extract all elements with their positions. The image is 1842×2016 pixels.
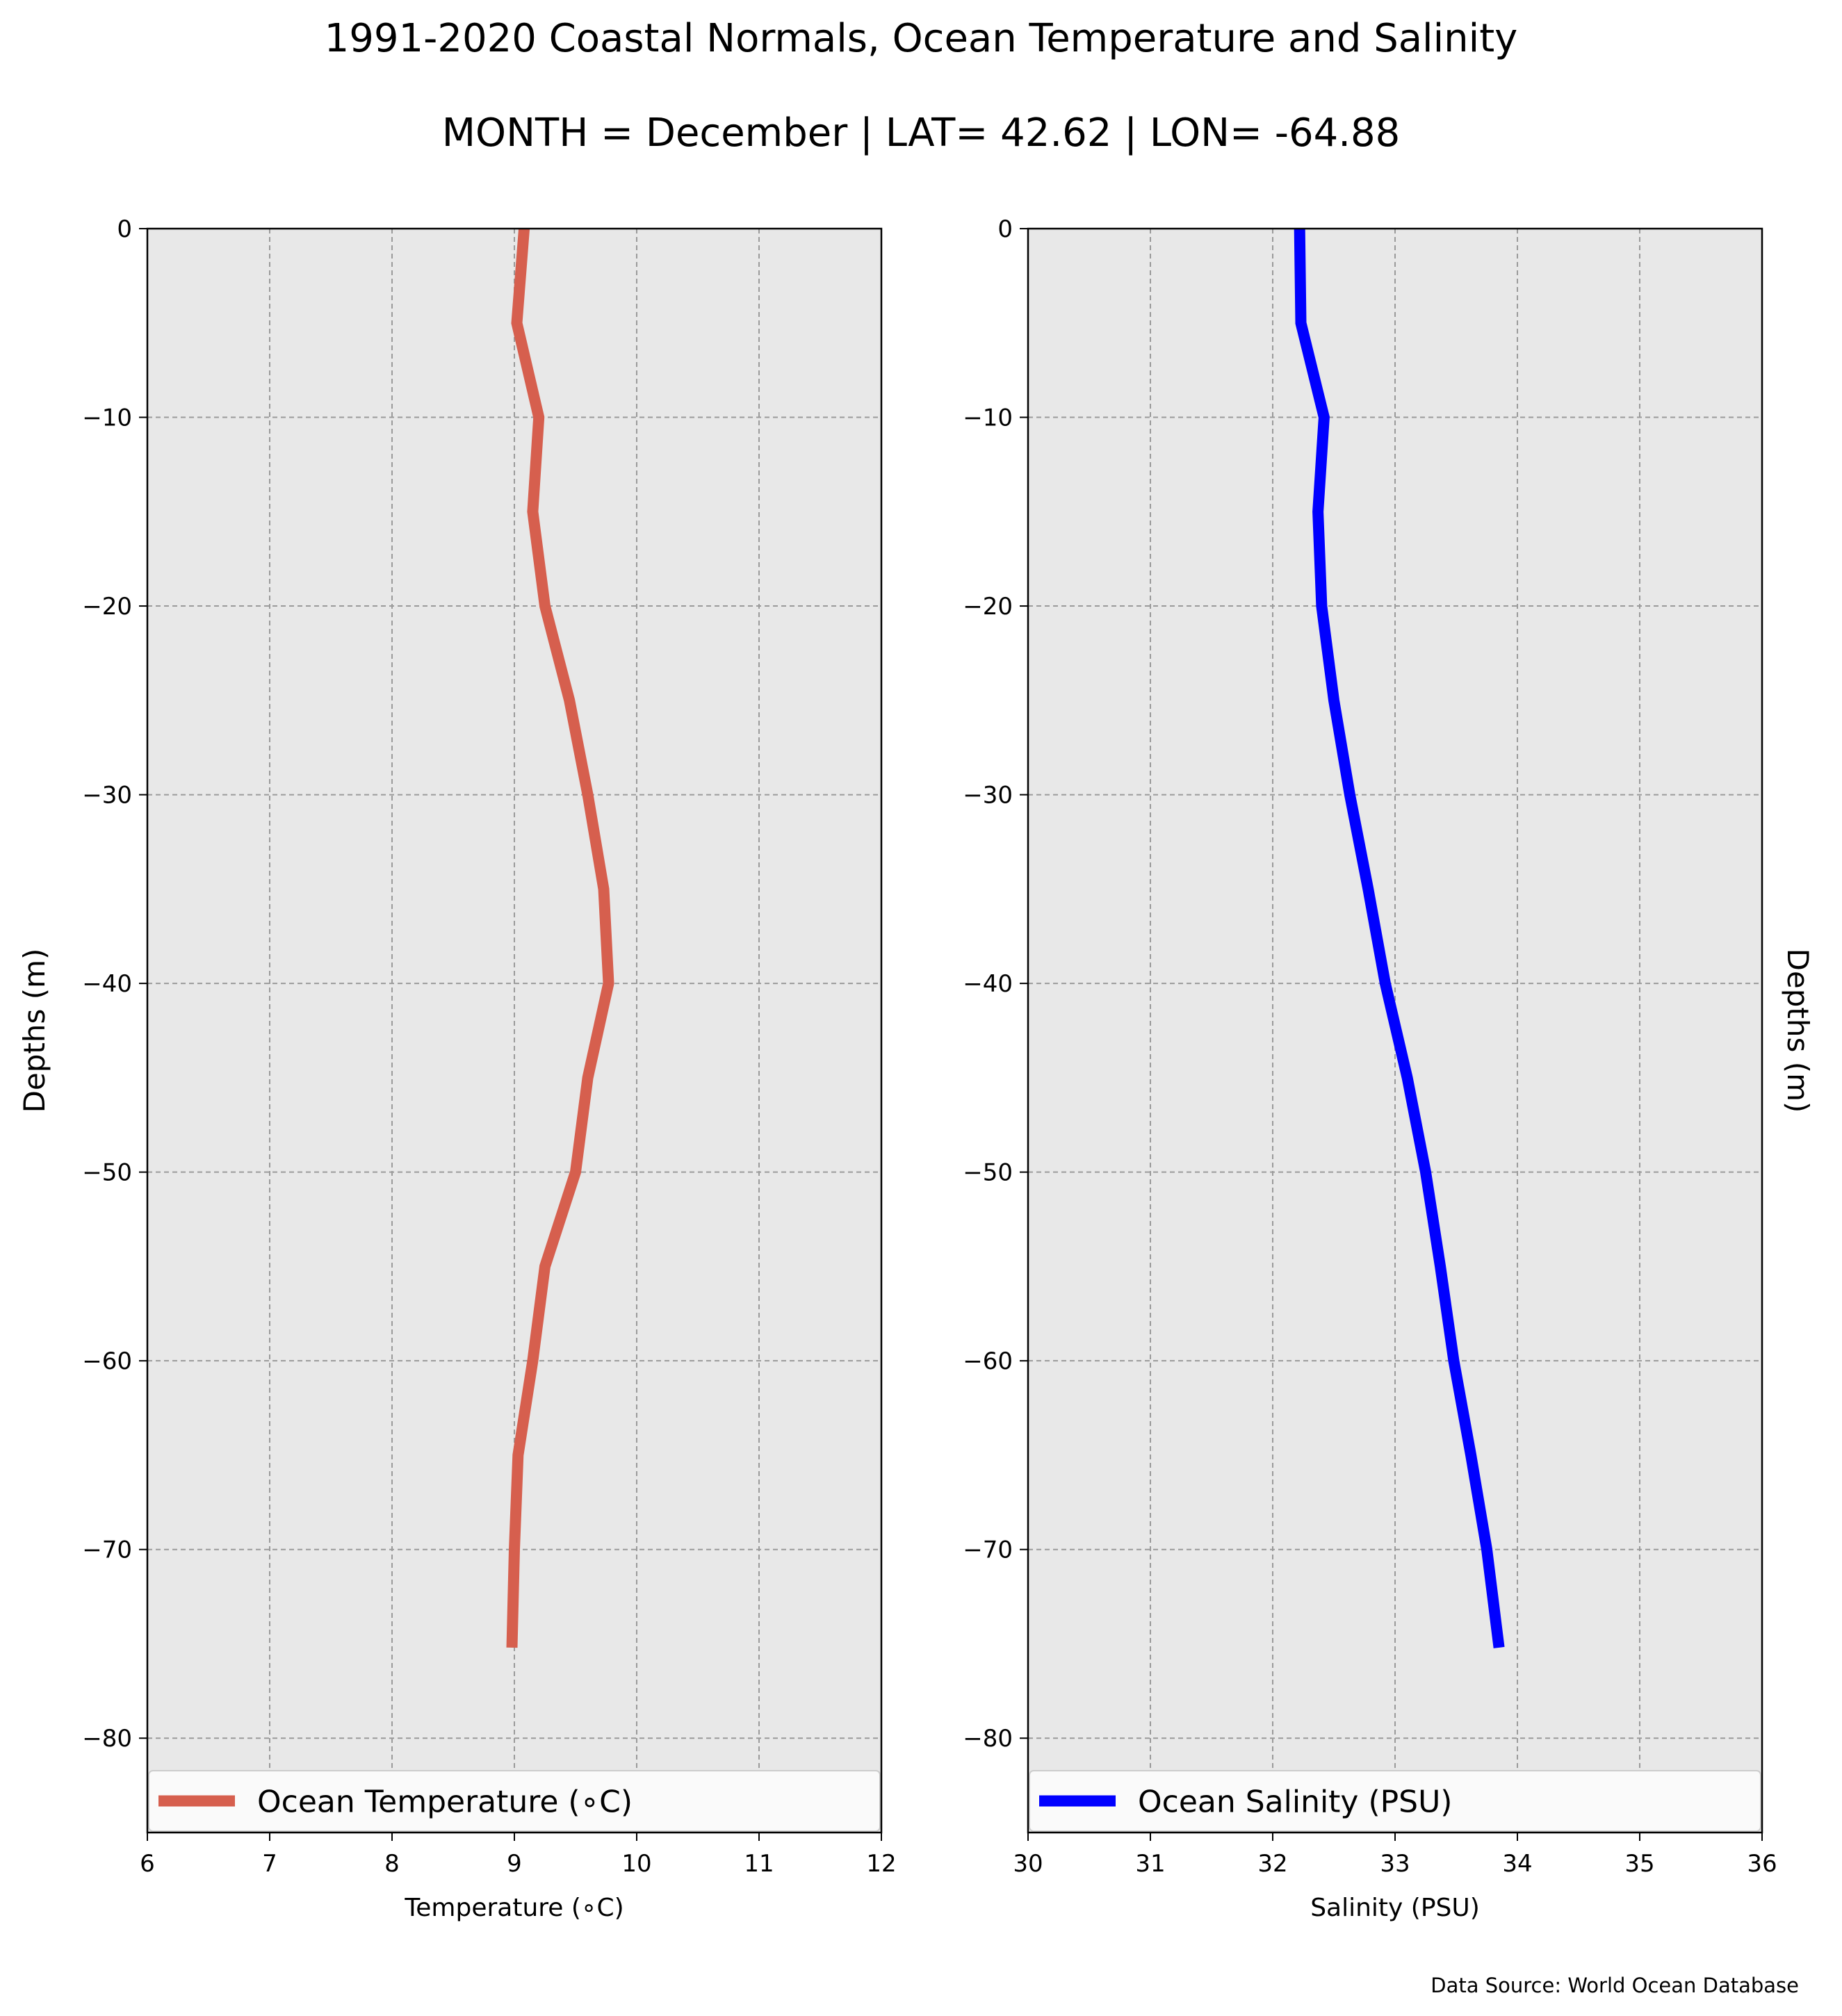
salinity-x-tick-label: 32 <box>1257 1850 1287 1878</box>
temperature-x-tick-label: 11 <box>744 1850 774 1878</box>
temperature-x-tick-label: 6 <box>140 1850 155 1878</box>
temperature-y-tick-label: −70 <box>82 1536 132 1564</box>
temperature-legend-label: Ocean Temperature (∘C) <box>257 1785 633 1820</box>
temperature-x-tick-label: 9 <box>507 1850 522 1878</box>
salinity-legend-label: Ocean Salinity (PSU) <box>1138 1785 1452 1820</box>
salinity-legend-box <box>1029 1770 1761 1832</box>
salinity-y-tick-label: −20 <box>963 593 1013 621</box>
temperature-y-tick-label: −20 <box>82 593 132 621</box>
temperature-x-axis-label: Temperature (∘C) <box>404 1894 623 1922</box>
salinity-y-tick-label: −80 <box>963 1725 1013 1753</box>
temperature-series-line <box>506 228 614 1648</box>
temperature-panel: 6 7 8 9 10 11 12 0 −10 −20 −30 −40 −50 −60 −70 −80 Ocean… <box>17 215 897 1922</box>
temperature-x-tick-label: 10 <box>621 1850 651 1878</box>
temperature-y-tick-label: −60 <box>82 1347 132 1375</box>
salinity-y-tick-label: −70 <box>963 1536 1013 1564</box>
temperature-y-tick-label: −50 <box>82 1159 132 1187</box>
salinity-y-axis-label: Depths (m) <box>1781 949 1815 1113</box>
salinity-y-tick-label: −40 <box>963 970 1013 998</box>
temperature-x-tick-label: 12 <box>866 1850 896 1878</box>
salinity-x-axis-label: Salinity (PSU) <box>1310 1894 1480 1922</box>
temperature-x-tick-label: 7 <box>262 1850 277 1878</box>
salinity-y-tick-label: 0 <box>997 215 1013 243</box>
salinity-x-tick-label: 30 <box>1013 1850 1043 1878</box>
salinity-series-line <box>1294 228 1505 1648</box>
temperature-y-tick-label: −10 <box>82 404 132 432</box>
temperature-y-tick-label: −40 <box>82 970 132 998</box>
salinity-x-tick-label: 33 <box>1380 1850 1410 1878</box>
figure-title: 1991-2020 Coastal Normals, Ocean Tempera… <box>325 16 1518 61</box>
salinity-y-tick-label: −30 <box>963 782 1013 810</box>
temperature-axes-frame <box>146 227 883 1834</box>
salinity-x-tick-label: 34 <box>1502 1850 1532 1878</box>
salinity-panel: 30 31 32 33 34 35 36 0 −10 −20 −30 −40 −50 −60 −70 −80 O… <box>963 215 1815 1922</box>
temperature-y-axis-label: Depths (m) <box>17 949 51 1113</box>
temperature-y-tick-label: −30 <box>82 782 132 810</box>
temperature-x-tick-label: 8 <box>384 1850 400 1878</box>
data-source-note: Data Source: World Ocean Database <box>1431 1974 1799 1997</box>
salinity-x-tick-label: 36 <box>1747 1850 1777 1878</box>
figure-subtitle: MONTH = December | LAT= 42.62 | LON= -64… <box>442 110 1401 156</box>
temperature-legend-box <box>148 1770 881 1832</box>
temperature-y-tick-label: −80 <box>82 1725 132 1753</box>
salinity-y-tick-label: −50 <box>963 1159 1013 1187</box>
salinity-x-tick-label: 31 <box>1135 1850 1165 1878</box>
temperature-y-tick-label: 0 <box>117 215 132 243</box>
salinity-x-tick-label: 35 <box>1624 1850 1654 1878</box>
salinity-y-tick-label: −10 <box>963 404 1013 432</box>
salinity-y-tick-label: −60 <box>963 1347 1013 1375</box>
salinity-axes-frame <box>1027 227 1763 1834</box>
